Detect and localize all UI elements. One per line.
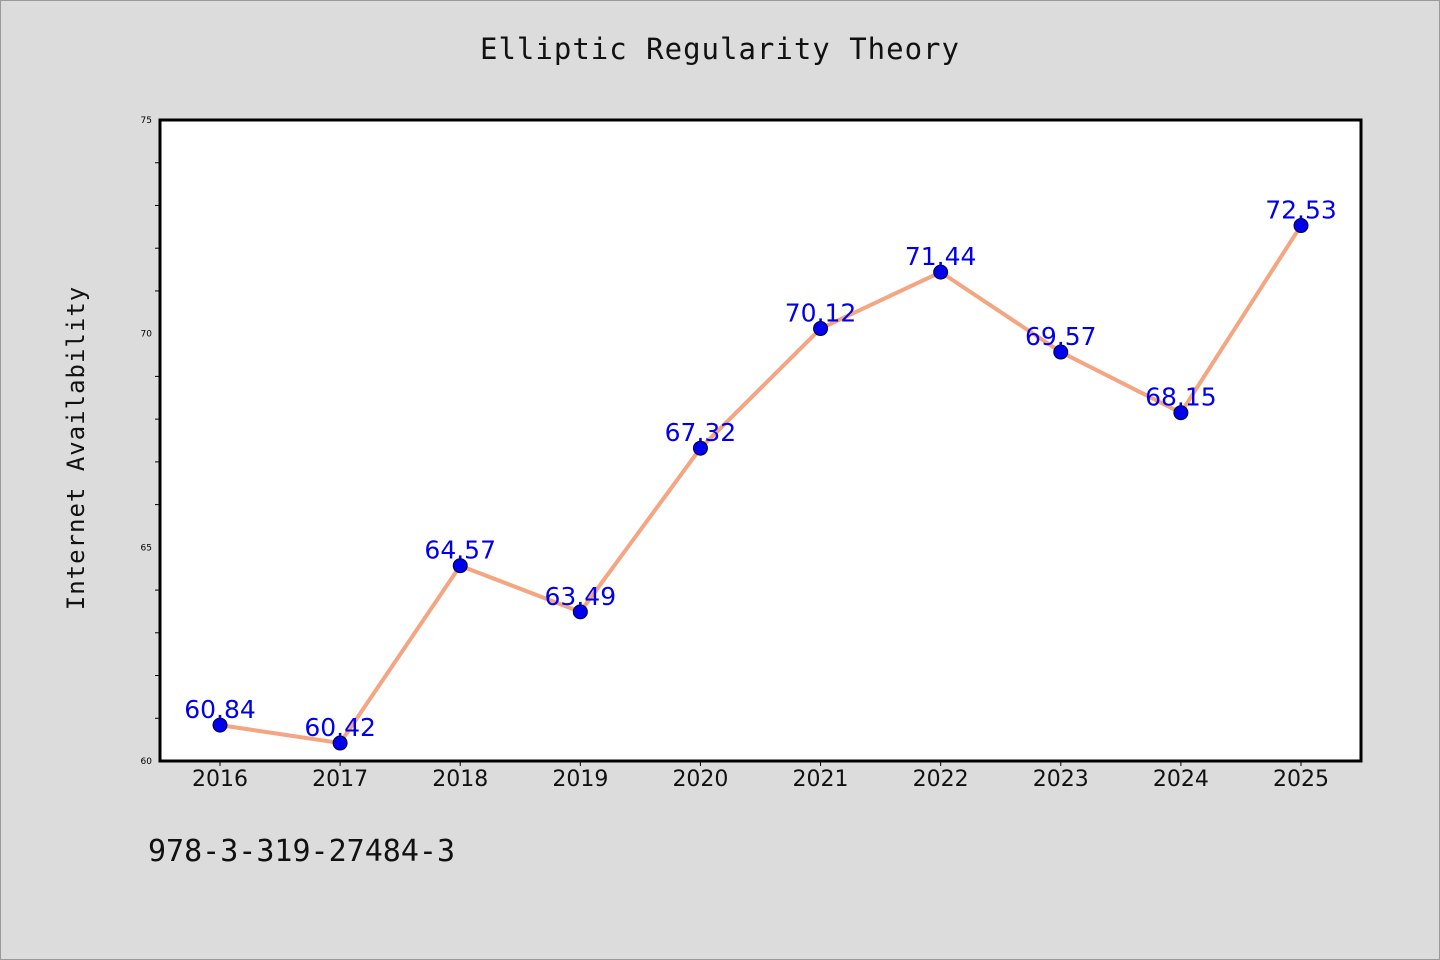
data-label: 70.12 [785,299,857,328]
data-label: 71.44 [905,242,977,271]
y-tick-label: 70 [141,330,153,340]
data-label: 64.57 [424,536,496,565]
x-tick-label: 2023 [1033,767,1089,792]
x-tick-label: 2020 [672,767,728,792]
data-point-marker [1293,218,1309,234]
data-label: 69.57 [1025,322,1097,351]
data-label: 63.49 [545,582,617,611]
x-tick-label: 2024 [1153,767,1209,792]
data-point-marker [332,735,348,751]
y-tick-label: 75 [141,116,152,126]
data-label: 68.15 [1145,383,1217,412]
data-point-marker [572,604,588,620]
x-tick-label: 2016 [192,767,248,792]
data-label: 60.42 [304,713,376,742]
x-tick-label: 2019 [552,767,608,792]
data-point-marker [933,264,949,280]
plot-frame [158,118,1363,763]
series-line [218,223,1303,746]
plot-area [160,120,1361,761]
data-point-marker [692,440,708,456]
x-tick-label: 2021 [793,767,849,792]
isbn-text: 978-3-319-27484-3 [148,834,456,869]
data-point-marker [452,558,468,574]
data-label: 67.32 [665,418,737,447]
x-tick-label: 2018 [432,767,488,792]
x-tick-label: 2022 [913,767,969,792]
data-label: 72.53 [1265,196,1337,225]
data-point-marker [1173,405,1189,421]
data-point-marker [212,717,228,733]
x-tick-label: 2025 [1273,767,1329,792]
data-point-marker [813,321,829,337]
data-label: 60.84 [184,695,256,724]
x-tick-label: 2017 [312,767,368,792]
y-tick-label: 60 [141,757,153,767]
chart-title: Elliptic Regularity Theory [480,32,960,66]
data-point-marker [1053,344,1069,360]
y-tick-label: 65 [141,543,152,553]
